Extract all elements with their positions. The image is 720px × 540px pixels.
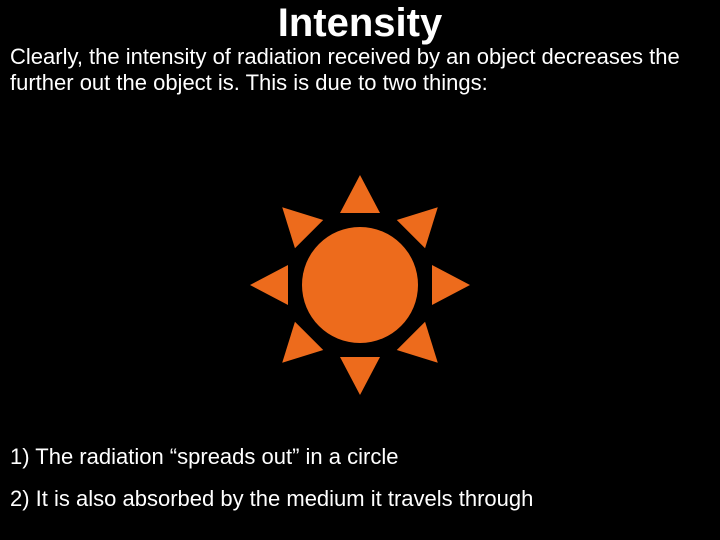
sun-graphic-wrap xyxy=(0,170,720,400)
slide: Intensity Clearly, the intensity of radi… xyxy=(0,0,720,540)
sun-icon xyxy=(245,170,475,400)
point-2: 2) It is also absorbed by the medium it … xyxy=(10,485,710,513)
points-list: 1) The radiation “spreads out” in a circ… xyxy=(10,435,710,526)
point-1: 1) The radiation “spreads out” in a circ… xyxy=(10,443,710,471)
intro-text: Clearly, the intensity of radiation rece… xyxy=(0,44,720,97)
slide-title: Intensity xyxy=(0,0,720,44)
